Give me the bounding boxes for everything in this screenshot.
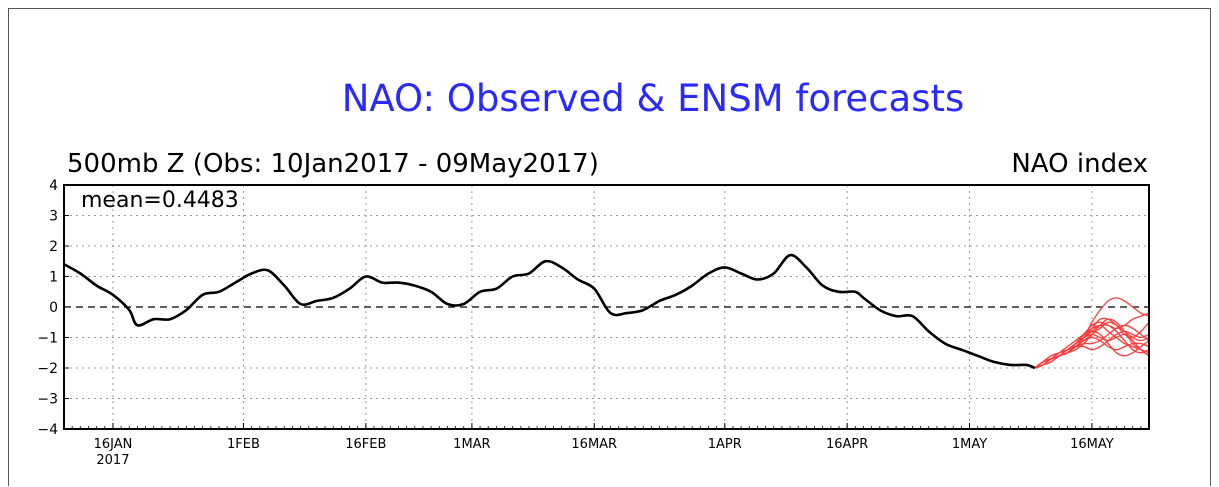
y-tick-label: −4 [37,422,58,438]
observed-line [63,253,1036,370]
chart-frame: NAO: Observed & ENSM forecasts 500mb Z (… [8,8,1211,486]
forecast-member-line [1034,333,1150,369]
forecast-series [1034,297,1150,369]
y-tick-label: 3 [49,209,58,225]
forecast-member-line [1034,317,1150,369]
x-tick-label: 1FEB [227,437,260,452]
x-tick-label: 1MAY [952,437,987,452]
forecast-member-line [1034,330,1150,369]
nao-chart: NAO: Observed & ENSM forecasts 500mb Z (… [37,77,1150,468]
y-tick-label: 2 [49,239,58,255]
mean-annotation: mean=0.4483 [81,188,239,213]
x-tick-label: 1MAR [453,437,490,452]
x-tick-label: 16MAR [571,437,617,452]
y-tick-label: −2 [37,361,58,377]
x-tick-label: 16JAN [94,437,133,452]
y-tick-label: 4 [49,178,58,194]
y-tick-label: 1 [49,270,58,286]
x-tick-label: 16FEB [345,437,386,452]
x-tick-label: 16MAY [1070,437,1114,452]
chart-subtitle-left: 500mb Z (Obs: 10Jan2017 - 09May2017) [67,149,599,179]
x-tick-sublabel: 2017 [96,453,129,468]
y-axis-ticks: 4 3 2 1 0 −1 −2 −3 −4 [37,178,69,438]
chart-subtitle-right: NAO index [1011,149,1148,179]
chart-title: NAO: Observed & ENSM forecasts [342,77,965,120]
observed-series [63,253,1036,370]
y-tick-label: 0 [49,300,58,316]
y-tick-label: −1 [37,331,58,347]
x-tick-label: 1APR [708,437,742,452]
y-tick-label: −3 [37,392,58,408]
x-tick-label: 16APR [826,437,868,452]
